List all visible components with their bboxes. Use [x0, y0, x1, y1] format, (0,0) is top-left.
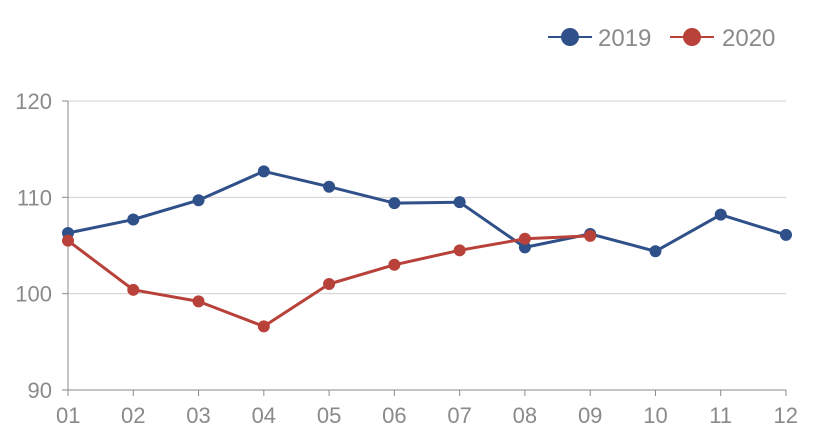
grid-layer — [68, 100, 786, 295]
data-point-2019-06 — [388, 197, 401, 210]
data-point-2020-07 — [453, 244, 466, 257]
y-tick-label: 110 — [17, 185, 52, 210]
series-line-2019 — [67, 169, 787, 253]
data-point-2019-12 — [780, 228, 792, 241]
x-tick-label: 09 — [578, 403, 602, 428]
data-point-2019-03 — [192, 194, 205, 207]
data-point-2019-11 — [714, 208, 727, 221]
data-point-2019-04 — [257, 165, 270, 178]
data-point-2019-05 — [323, 180, 336, 193]
data-point-2019-10 — [649, 245, 662, 258]
data-point-2019-08 — [518, 241, 531, 254]
y-tick-label: 90 — [28, 378, 52, 403]
x-tick-label: 11 — [709, 403, 732, 428]
legend[interactable]: 2019 2020 — [548, 25, 775, 52]
data-point-2020-02 — [127, 283, 140, 296]
x-tick-label: 01 — [56, 403, 80, 428]
legend-marker-icon — [561, 28, 579, 46]
data-point-2020-06 — [388, 258, 401, 271]
legend-item-2020[interactable]: 2020 — [670, 25, 775, 52]
axis-layer: 90 100 110 120 01 02 03 04 05 06 07 08 09 10 11 12 — [15, 89, 798, 428]
x-tick-label: 02 — [121, 403, 145, 428]
series-layer — [62, 165, 792, 333]
x-tick-label: 08 — [513, 403, 537, 428]
data-point-2020-04 — [257, 320, 270, 333]
x-tick-label: 05 — [317, 403, 341, 428]
x-tick-label: 04 — [252, 403, 276, 428]
data-point-2020-09 — [584, 229, 597, 242]
data-point-2020-08 — [518, 232, 531, 245]
x-tick-label: 07 — [447, 403, 471, 428]
x-tick-label: 10 — [643, 403, 667, 428]
legend-label: 2020 — [722, 25, 775, 52]
x-tick-label: 06 — [382, 403, 406, 428]
data-point-2020-01 — [62, 234, 74, 247]
legend-label: 2019 — [598, 25, 651, 52]
data-point-2020-03 — [192, 295, 205, 308]
data-point-2019-02 — [127, 213, 140, 226]
legend-marker-icon — [683, 28, 701, 46]
legend-item-2019[interactable]: 2019 — [548, 25, 651, 52]
data-point-2019-07 — [453, 196, 466, 209]
x-tick-label: 03 — [186, 403, 210, 428]
y-tick-label: 100 — [15, 282, 52, 307]
y-tick-label: 120 — [15, 89, 52, 114]
x-tick-label: 12 — [774, 403, 798, 428]
data-point-2020-05 — [323, 278, 336, 291]
